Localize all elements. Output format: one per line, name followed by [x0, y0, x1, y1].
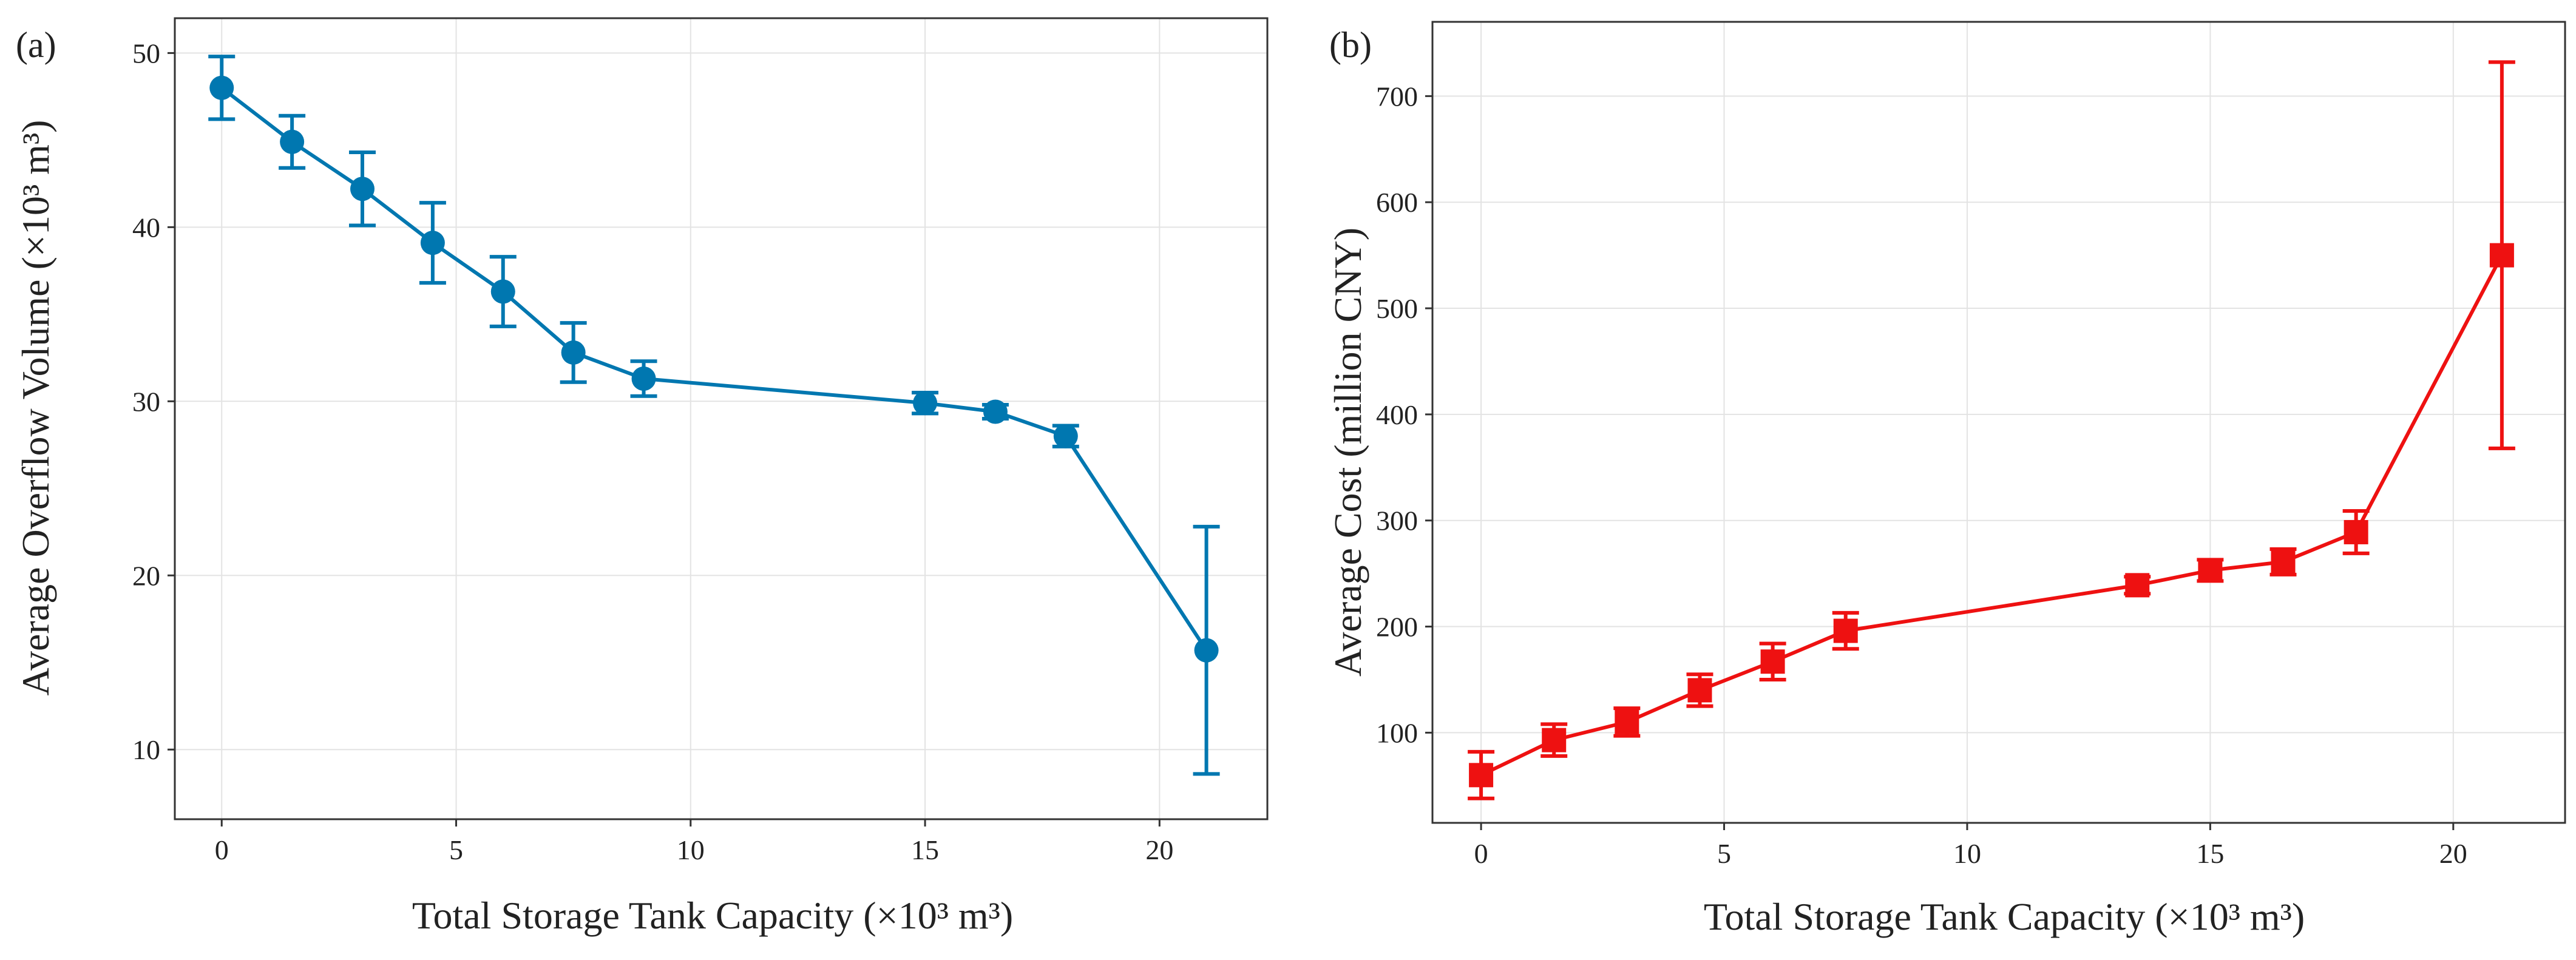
panel-b-data-point	[2489, 243, 2514, 268]
panel-b-ticks: 0 5 10 15 20 100 200 300 400 500 600 700	[1376, 81, 2467, 869]
panel-b-y-tick-label-500: 500	[1376, 293, 1418, 324]
panel-b-data-point	[1469, 763, 1494, 788]
panel-a-data-point	[561, 340, 586, 365]
panel-a-data-point	[631, 367, 656, 391]
panel-b-label: (b)	[1329, 25, 1372, 65]
panel-a-grid	[175, 18, 1267, 819]
panel-b-data-point	[2271, 549, 2296, 574]
panel-b-x-tick-label-20: 20	[2439, 838, 2467, 869]
panel-b-data-point	[1687, 678, 1712, 703]
panel-a-data-point	[1053, 424, 1078, 448]
panel-a-y-axis-label: Average Overflow Volume (×10³ m³)	[14, 120, 57, 696]
panel-b-y-tick-label-600: 600	[1376, 187, 1418, 218]
panel-a-data-point	[350, 177, 375, 201]
panel-b-y-tick-label-300: 300	[1376, 505, 1418, 536]
panel-a-y-tick-label-20: 20	[132, 560, 160, 591]
panel-b-data-point	[1615, 709, 1639, 734]
panel-b-y-tick-label-400: 400	[1376, 399, 1418, 430]
panel-b-y-tick-label-700: 700	[1376, 81, 1418, 112]
panel-b-cost-chart: 0 5 10 15 20 100 200 300 400 500 600 700 (b) Total …	[1326, 21, 2566, 938]
panel-b-data-point	[2125, 573, 2150, 598]
panel-b-data-point	[1760, 649, 1785, 674]
panel-b-data-point	[1833, 618, 1858, 643]
panel-a-data-point	[490, 279, 515, 304]
panel-b-data	[1468, 60, 2515, 800]
panel-b-plot-frame	[1431, 21, 2566, 824]
panel-b-x-tick-label-5: 5	[1717, 838, 1731, 869]
panel-a-x-axis-label: Total Storage Tank Capacity (×10³ m³)	[412, 894, 1013, 937]
panel-a-x-tick-label-10: 10	[677, 834, 705, 865]
panel-b-y-tick-label-200: 200	[1376, 612, 1418, 643]
panel-a-data-point	[420, 231, 445, 255]
panel-a-plot-frame	[174, 17, 1269, 820]
panel-a-y-tick-label-50: 50	[132, 38, 160, 69]
panel-b-x-tick-label-0: 0	[1474, 838, 1488, 869]
panel-a-x-tick-label-15: 15	[911, 834, 939, 865]
panel-a-overflow-chart: 0 5 10 15 20 10 20 30 40 50 (a) Total Storage Tan…	[14, 17, 1269, 937]
panel-a-data-point	[1194, 638, 1219, 663]
panel-b-y-tick-label-100: 100	[1376, 717, 1418, 748]
panel-b-x-tick-label-10: 10	[1953, 838, 1981, 869]
panel-a-x-tick-label-5: 5	[449, 834, 463, 865]
panel-b-data-point	[1542, 728, 1567, 752]
panel-b-y-axis-label: Average Cost (million CNY)	[1326, 228, 1369, 677]
panel-a-label: (a)	[16, 25, 56, 65]
panel-b-data-point	[2198, 558, 2223, 583]
panel-b-data-point	[2344, 519, 2368, 544]
panel-a-data-point	[209, 75, 234, 100]
panel-a-data-point	[913, 391, 938, 416]
panel-a-data-point	[280, 129, 305, 154]
panel-a-data-point	[983, 399, 1008, 424]
panel-a-y-tick-label-40: 40	[132, 212, 160, 243]
panel-a-x-tick-label-0: 0	[215, 834, 229, 865]
panel-a-ticks: 0 5 10 15 20 10 20 30 40 50	[132, 38, 1173, 865]
panel-a-x-tick-label-20: 20	[1145, 834, 1173, 865]
panel-b-x-axis-label: Total Storage Tank Capacity (×10³ m³)	[1704, 895, 2305, 938]
panel-b-x-tick-label-15: 15	[2196, 838, 2224, 869]
panel-a-data	[208, 55, 1220, 776]
panel-a-y-tick-label-30: 30	[132, 386, 160, 417]
panel-a-y-tick-label-10: 10	[132, 734, 160, 765]
